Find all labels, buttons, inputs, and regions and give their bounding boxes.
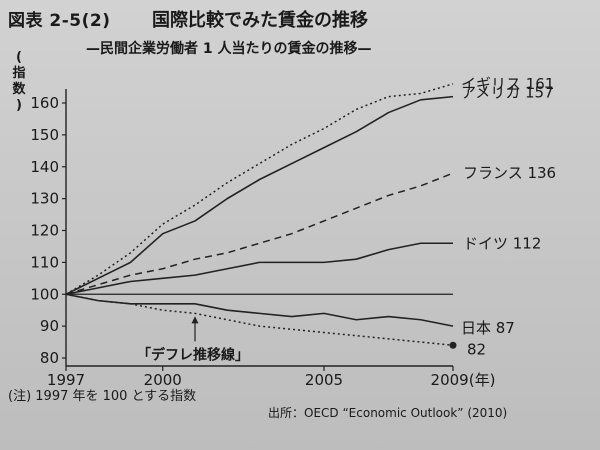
y-tick-label: 160 [30,94,59,112]
annotation-label: 「デフレ推移線」 [137,346,249,363]
y-tick-label: 110 [30,253,59,271]
y-tick-label: 130 [30,190,59,208]
series-line [65,293,454,346]
y-tick-label: 100 [30,285,59,303]
x-tick-label: 1997 [47,371,85,389]
figure-subtitle: —民間企業労働者 1 人当たりの賃金の推移— [86,41,372,57]
series-end-label: イギリス 161 [461,75,554,93]
figure-title: 国際比較でみた賃金の推移 [152,10,368,31]
x-tick-label: 2000 [144,371,182,389]
series-end-label: 82 [467,340,486,358]
series-end-label: アメリカ 157 [461,84,554,102]
series-end-label: 日本 87 [461,319,515,337]
x-tick-label: 2009(年) [431,371,496,389]
series-line [65,95,454,295]
footnote: (注) 1997 年を 100 とする指数 [8,389,197,404]
series-end-label: ドイツ 112 [463,234,541,252]
x-tick-label: 2005 [305,371,343,389]
series-line [65,83,454,295]
y-tick-label: 80 [40,349,59,367]
y-tick-label: 120 [30,222,59,240]
series-end-marker [449,341,457,349]
series-end-label: フランス 136 [463,164,556,182]
y-tick-label: 90 [40,317,59,335]
figure-label: 図表 2-5(2) [8,11,111,31]
y-axis-unit-label: (指数) [12,50,26,113]
annotation-arrowhead [191,316,199,324]
source-credit: 出所：OECD “Economic Outlook” (2010) [268,406,508,420]
series-line [65,172,454,295]
y-tick-label: 140 [30,158,59,176]
series-line [65,242,453,296]
series-line [65,293,454,327]
y-tick-label: 150 [30,126,59,144]
